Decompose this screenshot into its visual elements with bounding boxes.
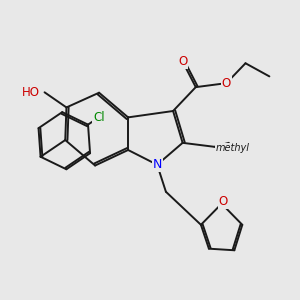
Text: O: O [219,195,228,208]
Text: methyl: methyl [215,143,249,153]
Text: Cl: Cl [93,111,105,124]
Text: HO: HO [22,86,40,99]
Text: O: O [178,55,187,68]
Text: N: N [152,158,162,171]
Text: O: O [222,77,231,90]
